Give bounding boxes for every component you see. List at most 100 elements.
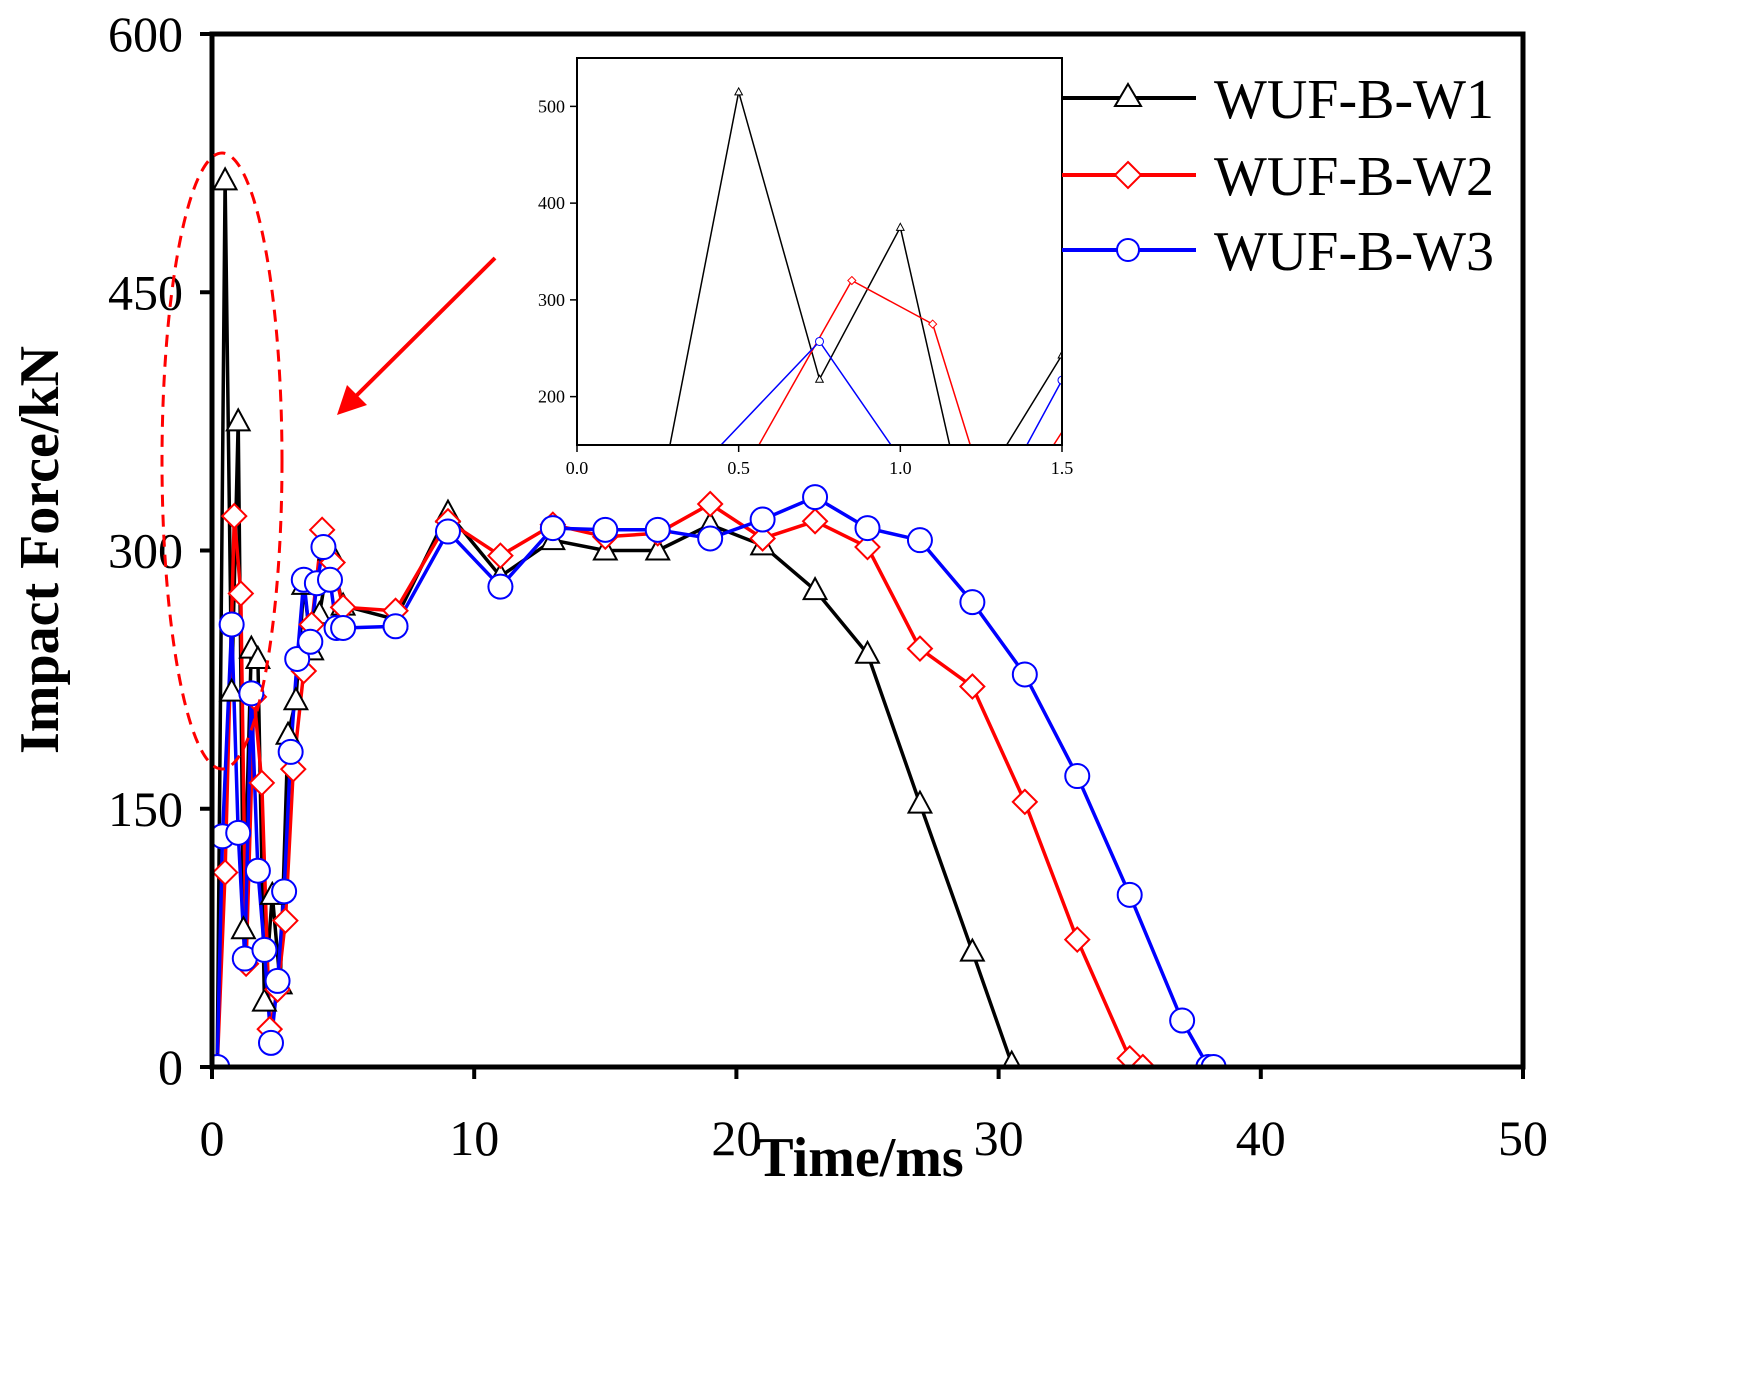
inset-point-s3-13: [1624, 357, 1632, 365]
legend-marker-w1: [1113, 82, 1143, 107]
main-point-s3-9: [257, 1029, 284, 1056]
inset-y-tick-label-1: 300: [538, 290, 565, 310]
pointer-arrow: [337, 256, 497, 415]
main-point-s3-31: [906, 527, 933, 554]
inset-point-s3-3: [815, 336, 824, 346]
inset-point-s1-11: [1511, 399, 1519, 406]
inset-point-s3-14: [1705, 312, 1713, 320]
inset-point-s2-3: [847, 275, 857, 286]
inset-background: [577, 58, 1062, 445]
inset-point-s3-10: [1381, 538, 1389, 546]
inset-x-tick-label-0: 0.0: [566, 458, 589, 478]
main-point-s2-2: [212, 859, 239, 886]
main-point-s1-27: [854, 639, 881, 664]
main-point-s1-26: [801, 576, 829, 601]
inset-point-s3-2: [702, 456, 710, 464]
main-point-s2-3: [220, 502, 248, 530]
main-point-s1-30: [1002, 1049, 1022, 1067]
inset-point-s1-8: [1220, 549, 1228, 556]
y-tick-label-1: 150: [108, 781, 183, 837]
main-point-s3-3: [218, 611, 245, 638]
highlight-ellipse: [160, 151, 284, 771]
main-point-s3-15: [297, 628, 324, 655]
inset-point-s3-12: [1543, 409, 1551, 417]
main-point-s1-12: [282, 686, 309, 711]
main-point-s1-23: [644, 536, 671, 561]
main-point-s2-28: [958, 673, 986, 700]
legend-label-w1: WUF-B-W1: [1214, 69, 1494, 131]
main-point-s3-24: [539, 515, 566, 542]
main-point-s2-26: [854, 533, 881, 561]
inset-point-s2-1: [638, 586, 646, 594]
main-point-s3-36: [1169, 1007, 1196, 1034]
inset-y-tick-label-3: 500: [538, 96, 565, 116]
x-axis-title: Time/ms: [756, 1127, 963, 1189]
inset-point-s3-1: [638, 586, 646, 594]
inset-x-tick-label-1: 0.5: [727, 458, 750, 478]
main-point-s3-28: [749, 506, 776, 533]
x-tick-label-4: 40: [1236, 1110, 1286, 1166]
inset-point-s2-9: [1381, 543, 1389, 551]
main-point-s3-11: [271, 878, 298, 905]
main-point-s3-23: [487, 573, 514, 600]
inset-point-s2-6: [1090, 378, 1098, 386]
main-point-s1-28: [906, 789, 934, 814]
legend-marker-w3: [1116, 238, 1140, 262]
y-tick-label-2: 300: [108, 523, 183, 579]
main-point-s3-38: [1200, 1054, 1227, 1067]
inset-point-s3-7: [1139, 476, 1147, 484]
main-point-s3-29: [802, 484, 829, 511]
inset-y-tick-label-2: 400: [538, 193, 565, 213]
legend: WUF-B-W1 WUF-B-W2 WUF-B-W3: [1062, 69, 1494, 283]
main-point-s3-21: [382, 613, 409, 640]
main-point-s3-8: [251, 936, 278, 963]
main-series-line-3: [215, 495, 1214, 1067]
main-point-s3-30: [854, 515, 881, 542]
inset-point-s1-5: [961, 509, 969, 516]
main-point-s1-2: [212, 166, 239, 191]
main-point-s2-29: [1011, 788, 1039, 816]
main-series-group: [212, 166, 1227, 1067]
legend-marker-w2: [1113, 160, 1143, 190]
inset-point-s2-11: [1575, 419, 1583, 427]
inset-point-s1-13: [1705, 315, 1713, 322]
main-point-s3-27: [697, 525, 724, 552]
main-point-s1-8: [251, 987, 278, 1012]
main-point-s3-18: [316, 566, 343, 593]
y-tick-label-3: 450: [108, 264, 183, 320]
main-point-s2-30: [1063, 926, 1091, 954]
main-point-s3-34: [1064, 763, 1091, 790]
inset-axis-ticks: 0.0 0.5 1.0 1.5 200 300 400 500: [538, 96, 1073, 478]
inset-point-s2-10: [1478, 504, 1486, 512]
x-tick-label-5: 50: [1498, 1110, 1548, 1166]
inset-point-s3-11: [1462, 487, 1470, 495]
legend-label-w2: WUF-B-W2: [1214, 146, 1494, 208]
main-point-s2-19: [487, 542, 514, 570]
main-point-s1-29: [959, 937, 986, 962]
inset-point-s1-4: [895, 222, 905, 231]
inset-series-group: [638, 86, 1713, 594]
inset-point-s2-12: [1705, 364, 1713, 372]
inset-x-tick-label-3: 1.5: [1051, 458, 1074, 478]
main-point-s2-32: [1129, 1053, 1157, 1067]
main-point-s2-23: [696, 490, 724, 518]
main-point-s2-10: [272, 907, 299, 935]
inset-point-s1-12: [1608, 380, 1616, 387]
main-point-s1-3: [218, 677, 245, 702]
main-point-s3-13: [284, 645, 311, 672]
inset-point-s1-3: [814, 374, 825, 383]
main-point-s1-4: [225, 407, 252, 432]
x-tick-label-1: 10: [449, 1110, 499, 1166]
main-point-s3-20: [330, 614, 357, 641]
main-point-s3-17: [310, 534, 337, 561]
main-point-s3-7: [244, 857, 271, 884]
main-point-s3-35: [1116, 881, 1143, 908]
main-point-s2-24: [749, 525, 777, 552]
y-tick-label-4: 600: [108, 6, 183, 62]
inset-point-s2-4: [927, 319, 938, 329]
inset-point-s3-5: [977, 525, 985, 533]
x-tick-label-0: 0: [200, 1110, 225, 1166]
main-point-s1-5: [230, 915, 257, 940]
